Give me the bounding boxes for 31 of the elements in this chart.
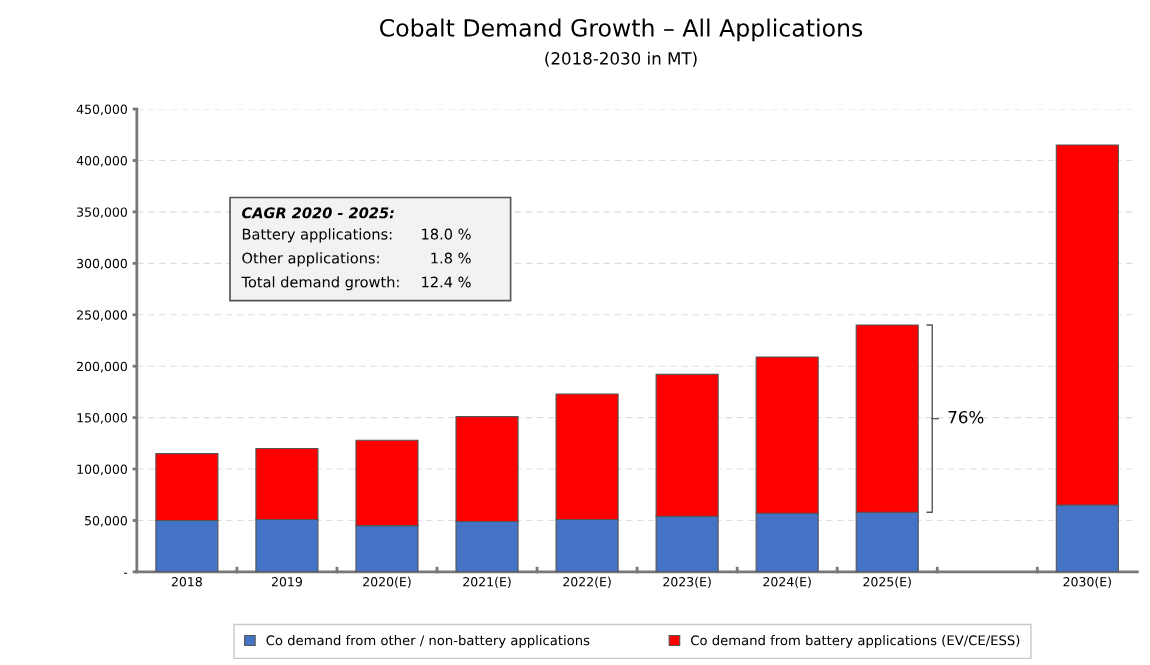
x-tick-label: 2022(E) (563, 576, 611, 588)
y-tick-label: 350,000 (77, 207, 127, 219)
annotation: Battery applications: (242, 228, 392, 243)
legend-label: Co demand from battery applications (EV/CE/ESS) (691, 635, 1020, 648)
annotation: Other applications: (242, 252, 379, 267)
annotation: 1.8 % (431, 252, 471, 264)
x-tick-label: 2018 (171, 576, 202, 587)
annotation: 76% (948, 410, 984, 424)
x-tick-label: 2023(E) (663, 576, 711, 588)
y-tick-label: - (123, 572, 128, 574)
y-tick-label: 150,000 (77, 413, 127, 424)
annotation: CAGR 2020 - 2025: (242, 207, 394, 219)
y-tick-label: 50,000 (85, 515, 127, 527)
x-tick-label: 2020(E) (363, 576, 411, 588)
chart-title: Cobalt Demand Growth – All Applications (380, 18, 863, 42)
x-tick-label: 2025(E) (863, 576, 911, 588)
y-tick-label: 300,000 (77, 258, 127, 270)
annotation: 12.4 % (422, 276, 471, 288)
annotation: 18.0 % (422, 228, 471, 240)
x-tick-label: 2024(E) (763, 576, 811, 588)
x-tick-label: 2021(E) (463, 576, 511, 588)
y-tick-label: 450,000 (76, 104, 127, 116)
y-tick-label: 250,000 (77, 310, 127, 321)
y-tick-label: 400,000 (76, 155, 127, 167)
legend-label: Co demand from other / non-battery applications (266, 635, 590, 648)
x-tick-label: 2030(E) (1063, 576, 1111, 588)
y-tick-label: 200,000 (77, 361, 127, 373)
x-tick-label: 2019 (271, 576, 302, 587)
chart-subtitle: (2018-2030 in MT) (545, 51, 697, 67)
y-tick-label: 100,000 (77, 464, 127, 476)
annotation: Total demand growth: (241, 276, 399, 291)
